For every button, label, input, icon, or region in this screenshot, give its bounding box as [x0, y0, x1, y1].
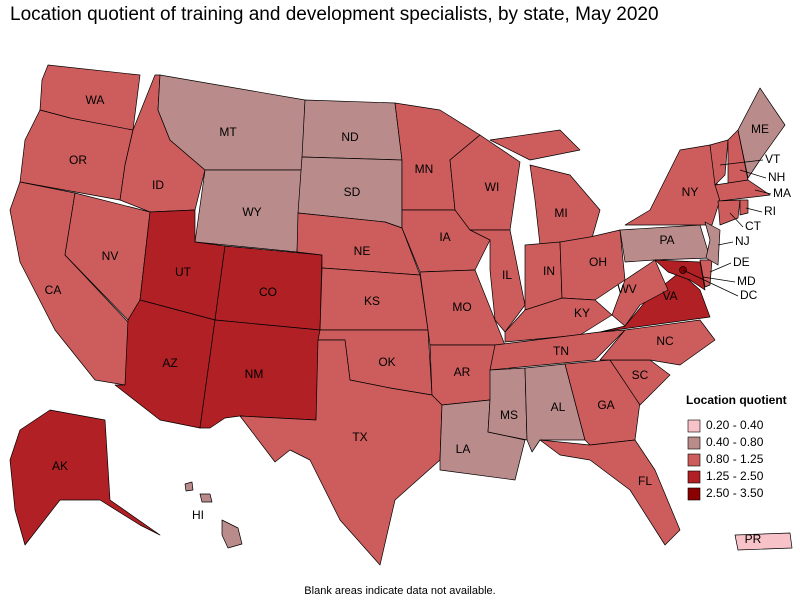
legend-swatch: [687, 487, 701, 501]
state-label: AK: [52, 459, 68, 473]
state: [737, 87, 786, 179]
state-label: AZ: [162, 356, 177, 370]
state-label: IL: [502, 268, 512, 282]
state-label: UT: [175, 265, 192, 279]
state-label: GA: [597, 398, 614, 412]
state-label: MN: [415, 162, 434, 176]
legend-label: 2.50 - 3.50: [706, 486, 764, 500]
legend: Location quotient 0.20 - 0.40 0.40 - 0.80…: [686, 393, 787, 501]
state: [184, 481, 194, 492]
state: [599, 319, 716, 366]
legend-label: 0.40 - 0.80: [706, 435, 764, 449]
state: [199, 493, 213, 503]
map-title: Location quotient of training and develo…: [10, 4, 659, 25]
state-label: TX: [352, 430, 367, 444]
state: [654, 259, 706, 291]
state: [624, 144, 721, 226]
state-label: IA: [439, 230, 450, 244]
state-label: MI: [554, 206, 567, 220]
state: [529, 164, 601, 246]
state-label: DC: [740, 288, 758, 302]
state-label: WV: [617, 282, 636, 296]
state: [239, 339, 443, 566]
footnote: Blank areas indicate data not available.: [304, 585, 495, 597]
state-label: ME: [751, 122, 769, 136]
state: [714, 179, 771, 202]
state-label: PR: [745, 532, 762, 546]
state: [9, 409, 161, 546]
state-label: SD: [344, 185, 361, 199]
state: [221, 519, 243, 549]
state-label: LA: [456, 442, 471, 456]
legend-swatch: [687, 436, 701, 450]
legend-swatch: [687, 453, 701, 467]
state: [704, 221, 721, 266]
state-label: PA: [659, 233, 674, 247]
state-label: IN: [543, 264, 555, 278]
state-label: TN: [553, 344, 569, 358]
state-label: NE: [354, 244, 371, 258]
state: [734, 532, 793, 551]
state: [739, 199, 749, 216]
state-label: WY: [242, 205, 261, 219]
state: [611, 259, 669, 327]
state: [469, 229, 526, 333]
state: [709, 139, 729, 186]
state: [489, 329, 626, 371]
state-label: NV: [102, 249, 119, 263]
legend-label: 0.20 - 0.40: [706, 418, 764, 432]
state-labels: WA OR CA NV ID MT WY UT CO AZ NM ND SD N…: [45, 93, 791, 546]
state-label: VA: [662, 289, 677, 303]
state-label: ND: [341, 130, 359, 144]
legend-swatch: [687, 419, 701, 433]
state-label: NM: [245, 367, 264, 381]
state: [504, 297, 613, 343]
legend-title: Location quotient: [686, 393, 787, 407]
state-label: NJ: [735, 234, 750, 248]
state-label: FL: [638, 474, 652, 488]
state: [717, 199, 741, 226]
state-label: OH: [589, 255, 607, 269]
state-label: MO: [452, 300, 471, 314]
state-label: AR: [454, 365, 471, 379]
state-label: KY: [574, 306, 590, 320]
state-label: VT: [765, 152, 781, 166]
state-label: OK: [378, 355, 395, 369]
state-label: MD: [737, 274, 756, 288]
state-label: KS: [364, 294, 380, 308]
state: [489, 129, 581, 161]
legend-label: 1.25 - 2.50: [706, 469, 764, 483]
state-label: HI: [192, 508, 204, 522]
state-label: SC: [632, 368, 649, 382]
state-label: NY: [682, 185, 699, 199]
state-label: AL: [551, 400, 566, 414]
state-label: CA: [45, 283, 62, 297]
state: [699, 259, 713, 288]
legend-swatch: [687, 470, 701, 484]
state: [619, 224, 711, 263]
state-label: NH: [768, 170, 785, 184]
state: [539, 439, 681, 546]
legend-label: 0.80 - 1.25: [706, 452, 764, 466]
state-label: CO: [259, 285, 277, 299]
state-label: DE: [733, 255, 750, 269]
state-label: OR: [69, 153, 87, 167]
leader-lines: [682, 159, 772, 297]
state-label: ID: [152, 178, 164, 192]
state-label: MT: [219, 125, 237, 139]
state-label: CT: [745, 219, 762, 233]
state-label: RI: [764, 204, 776, 218]
state-label: MS: [500, 408, 518, 422]
state-label: NC: [656, 334, 674, 348]
state-label: WI: [485, 180, 500, 194]
state-label: MA: [773, 186, 791, 200]
state-label: WA: [86, 93, 105, 107]
state: [487, 367, 528, 441]
